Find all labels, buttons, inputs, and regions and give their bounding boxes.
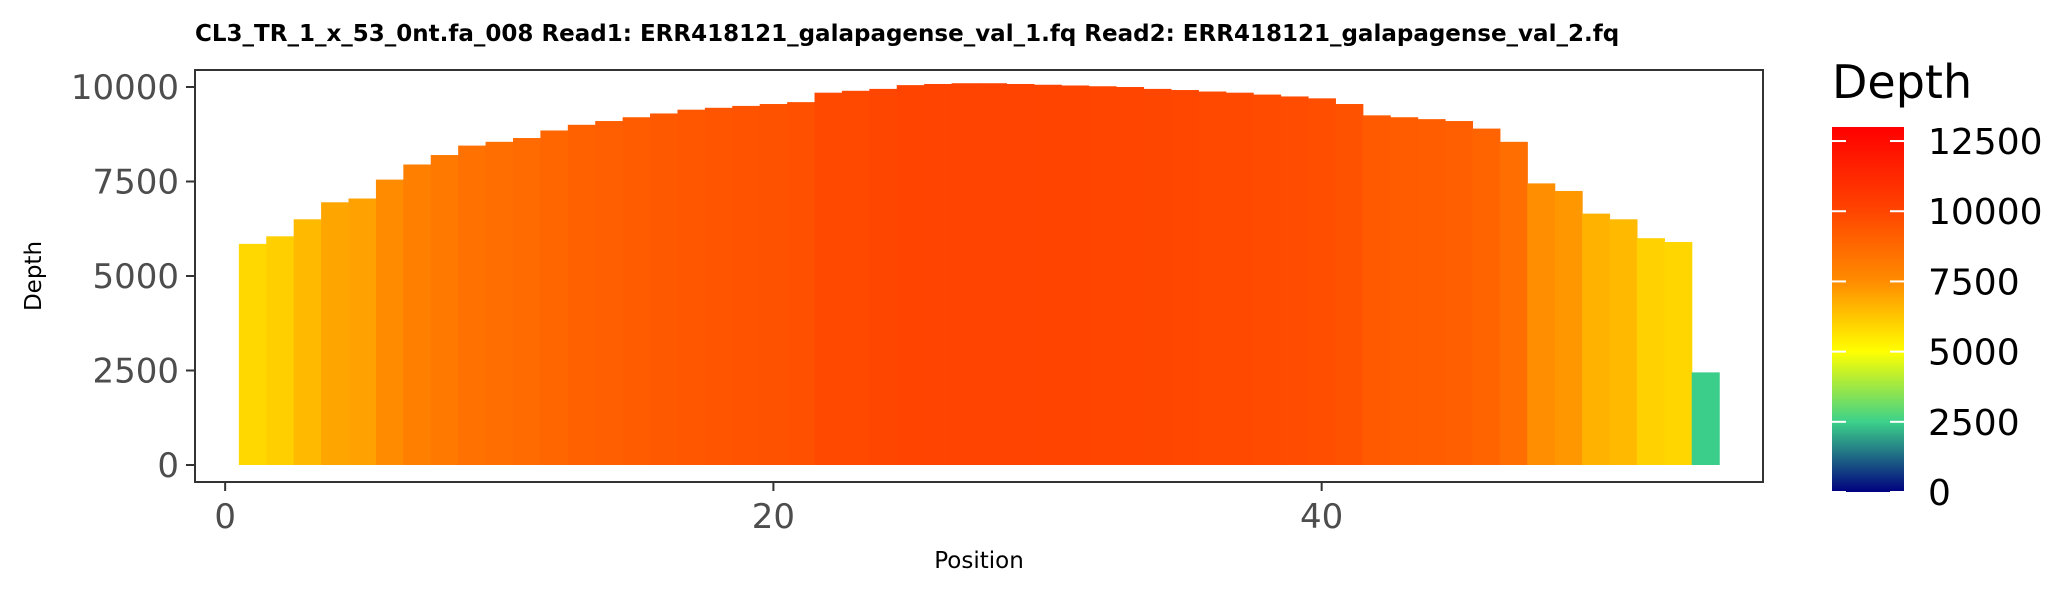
x-tick-label: 0	[214, 497, 236, 537]
bar-16	[650, 113, 679, 465]
bar-9	[458, 145, 487, 465]
bar-40	[1307, 98, 1336, 465]
bar-35	[1170, 90, 1199, 465]
bar-4	[321, 202, 350, 465]
bar-5	[348, 198, 377, 465]
bar-39	[1280, 96, 1309, 465]
bar-53	[1664, 241, 1693, 465]
y-tick-label: 10000	[71, 68, 179, 108]
legend-tick-label: 12500	[1928, 122, 2043, 163]
bar-42	[1362, 115, 1391, 465]
bar-25	[896, 85, 925, 465]
bar-13	[567, 124, 596, 465]
bar-7	[403, 164, 432, 465]
bar-52	[1636, 238, 1665, 465]
bar-34	[1143, 88, 1172, 465]
bar-8	[430, 155, 459, 465]
bar-45	[1445, 121, 1474, 465]
legend-tick-label: 5000	[1928, 333, 2020, 374]
x-tick-label: 40	[1300, 497, 1343, 537]
bar-41	[1335, 104, 1364, 465]
bar-12	[540, 130, 569, 465]
bar-17	[677, 109, 706, 465]
bar-51	[1609, 219, 1638, 465]
bar-54	[1691, 372, 1720, 465]
bar-47	[1499, 141, 1528, 465]
legend-tick-label: 2500	[1928, 403, 2020, 444]
legend-tick-label: 7500	[1928, 262, 2020, 303]
bar-1	[238, 243, 267, 465]
bar-50	[1582, 213, 1611, 465]
bar-43	[1390, 117, 1419, 465]
bar-24	[869, 88, 898, 465]
bars-layer	[238, 83, 1720, 465]
bar-44	[1417, 119, 1446, 465]
y-tick-label: 0	[157, 446, 179, 486]
x-axis-title: Position	[934, 548, 1024, 574]
bar-37	[1225, 92, 1254, 465]
bar-46	[1472, 128, 1501, 465]
legend-title: Depth	[1832, 55, 1972, 109]
bar-33	[1116, 87, 1145, 465]
y-axis: 0 2500 5000 7500 10000	[71, 68, 195, 486]
bar-2	[266, 236, 295, 465]
bar-49	[1554, 190, 1583, 465]
bar-3	[293, 219, 322, 465]
bar-23	[841, 90, 870, 465]
bar-27	[951, 83, 980, 465]
bar-28	[979, 83, 1008, 465]
y-tick-label: 2500	[92, 351, 179, 391]
bar-11	[512, 138, 541, 465]
y-tick-label: 7500	[92, 163, 179, 203]
bar-31	[1061, 85, 1090, 465]
bar-14	[595, 121, 624, 465]
bar-21	[787, 102, 816, 465]
y-axis-title: Depth	[21, 241, 47, 311]
bar-29	[1006, 83, 1035, 465]
bar-38	[1253, 94, 1282, 465]
legend-ticks: 0 2500 5000 7500 10000 12500	[1832, 122, 2043, 514]
legend-tick-label: 0	[1928, 473, 1951, 514]
legend-colorbar	[1832, 127, 1904, 492]
chart-title: CL3_TR_1_x_53_0nt.fa_008 Read1: ERR41812…	[195, 21, 1619, 47]
bar-30	[1033, 84, 1062, 465]
bar-15	[622, 117, 651, 465]
bar-19	[732, 105, 761, 465]
bar-22	[814, 92, 843, 465]
bar-32	[1088, 86, 1117, 465]
bar-48	[1527, 183, 1556, 465]
depth-legend: Depth 0 2500 5000 7500 10000 12500	[1832, 55, 2043, 514]
bar-18	[704, 107, 733, 465]
x-axis: 0 20 40	[214, 482, 1343, 537]
bar-10	[485, 141, 514, 465]
bar-26	[924, 83, 953, 465]
bar-36	[1198, 91, 1227, 465]
legend-tick-label: 10000	[1928, 192, 2043, 233]
bar-6	[375, 179, 404, 465]
y-tick-label: 5000	[92, 257, 179, 297]
x-tick-label: 20	[752, 497, 795, 537]
bar-20	[759, 104, 788, 465]
